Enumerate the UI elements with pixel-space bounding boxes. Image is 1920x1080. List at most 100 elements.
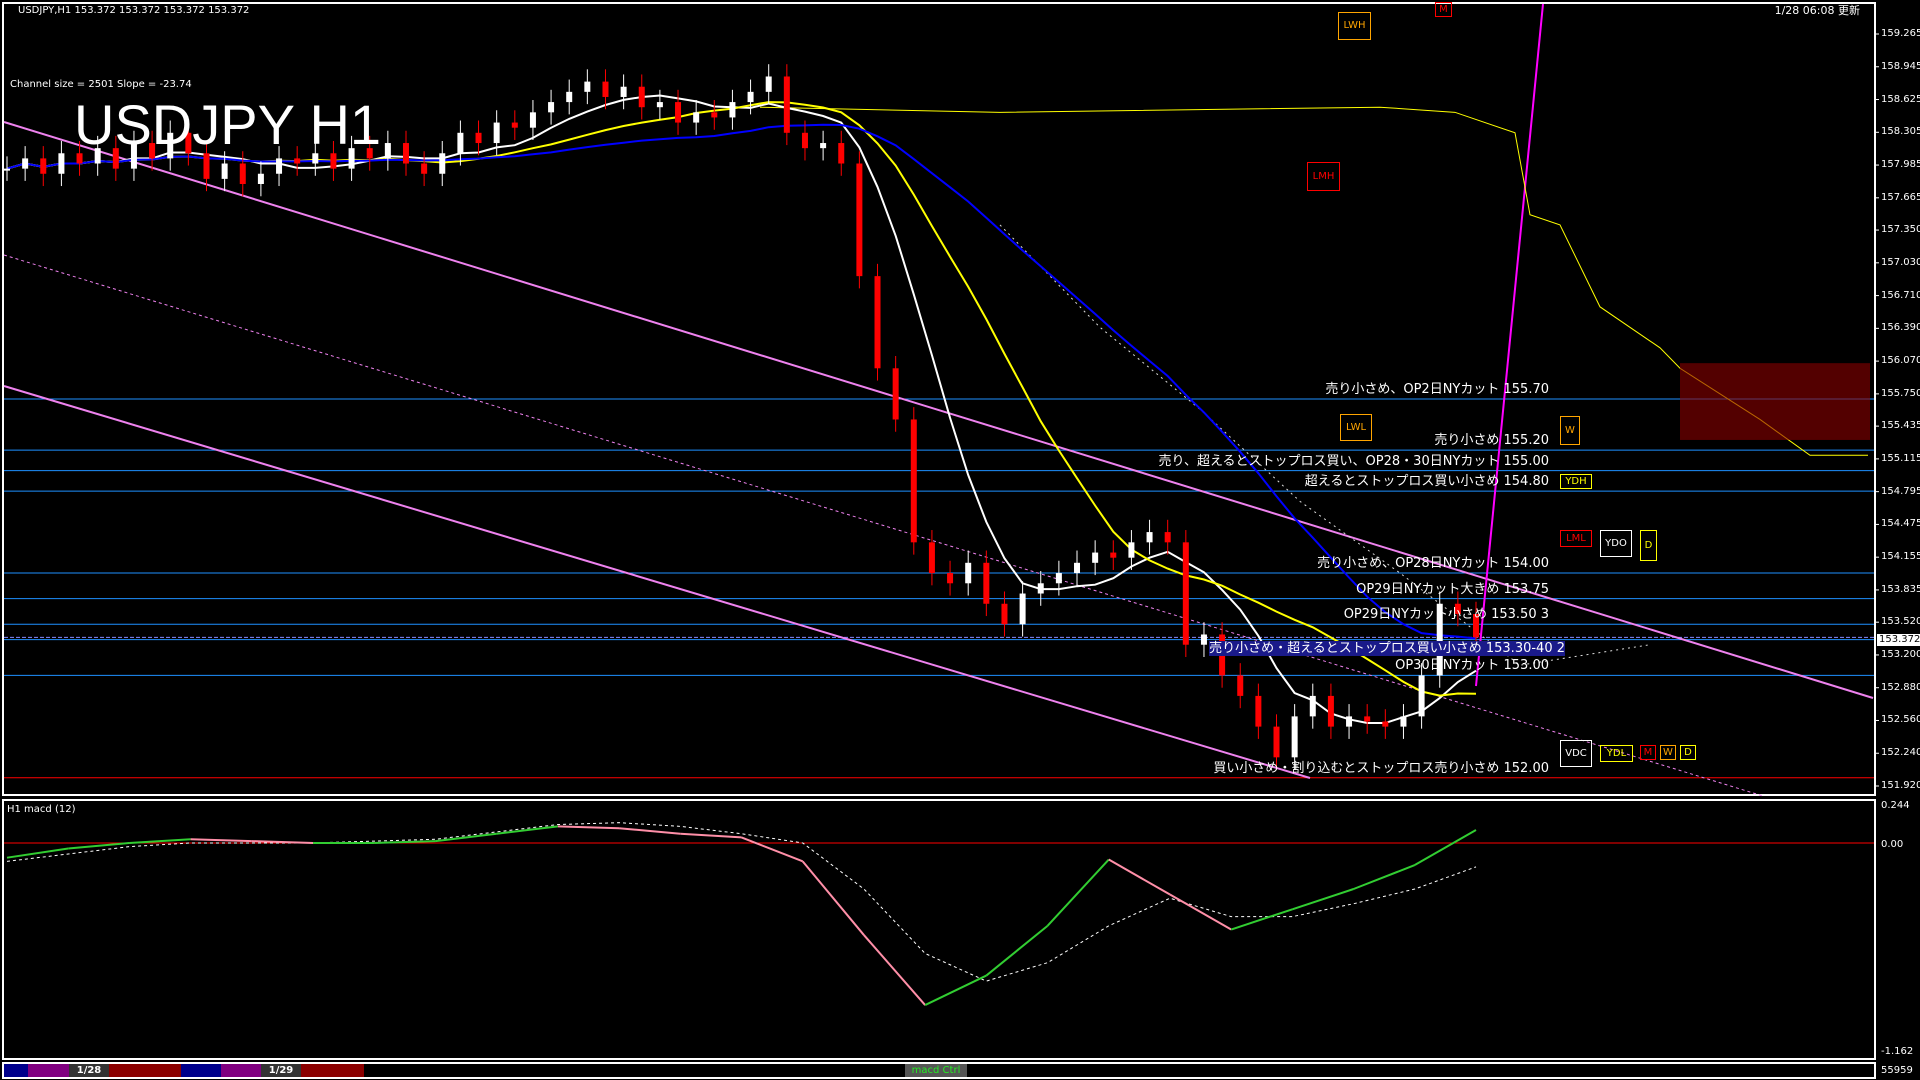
- candle-body: [965, 562, 972, 584]
- macd-signal-line: [6, 822, 1477, 982]
- macd-tick-bottom: -1.162: [1881, 1046, 1914, 1057]
- candle-body: [1182, 542, 1189, 645]
- candle-body: [1037, 583, 1044, 594]
- candle-body: [167, 132, 174, 159]
- price-tick: 154.475: [1881, 518, 1920, 530]
- ichimoku-cloud-red: [1680, 363, 1870, 440]
- candle-body: [439, 153, 446, 174]
- candle-body: [529, 112, 536, 128]
- candle-body: [1273, 726, 1280, 758]
- candle-body: [76, 153, 83, 164]
- candle-body: [457, 132, 464, 154]
- macd-main-segment: [618, 827, 681, 835]
- candle-body: [203, 153, 210, 179]
- price-tick: 156.390: [1881, 322, 1920, 334]
- candle-body: [1110, 552, 1117, 558]
- candle-body: [783, 76, 790, 133]
- price-tick: 152.880: [1881, 681, 1920, 693]
- candle-body: [983, 562, 990, 604]
- price-tick: 154.795: [1881, 485, 1920, 497]
- macd-main-segment: [741, 836, 804, 863]
- level-annotation: OP29日NYカット小さめ 153.50 3: [1343, 607, 1549, 623]
- symbol-quote-line: USDJPY,H1 153.372 153.372 153.372 153.37…: [18, 5, 250, 16]
- macd-main-segment: [435, 832, 497, 843]
- candle-body: [1436, 603, 1443, 676]
- date-label-1: 1/28: [69, 1064, 109, 1077]
- price-tick: 153.200: [1881, 648, 1920, 660]
- candle-body: [1019, 593, 1026, 625]
- candle-body: [58, 153, 65, 174]
- price-tick: 152.560: [1881, 714, 1920, 726]
- level-box: LML: [1560, 530, 1592, 547]
- price-tick: 159.265: [1881, 28, 1920, 39]
- price-tick: 157.030: [1881, 256, 1920, 268]
- macd-main-segment: [557, 825, 620, 830]
- price-tick: 158.945: [1881, 60, 1920, 72]
- macd-ctrl-button[interactable]: macd Ctrl: [905, 1064, 967, 1077]
- candle-body: [421, 163, 428, 174]
- candle-body: [1164, 532, 1171, 543]
- price-tick: 158.305: [1881, 126, 1920, 138]
- candle-body: [892, 368, 899, 420]
- candle-body: [747, 91, 754, 103]
- candle-body: [838, 143, 845, 164]
- channel-mid-line: [3, 254, 1764, 797]
- channel-lower-line: [3, 385, 1311, 779]
- bottom-strip: [2, 1062, 1876, 1079]
- macd-pane[interactable]: [2, 799, 1876, 1060]
- candle-body: [511, 122, 518, 128]
- candle-body: [294, 158, 301, 164]
- chart-title: USDJPY H1: [74, 93, 382, 156]
- candle-body: [493, 122, 500, 144]
- macd-main-segment: [1292, 888, 1354, 911]
- candle-body: [1454, 603, 1461, 614]
- candle-body: [1092, 552, 1099, 563]
- candle-body: [1200, 634, 1207, 645]
- price-tick: 158.625: [1881, 93, 1920, 105]
- candle-body: [566, 91, 573, 103]
- candle-body: [856, 163, 863, 277]
- macd-main-segment: [68, 841, 130, 850]
- candle-body: [1400, 716, 1407, 727]
- volume-readout: 55959: [1881, 1065, 1913, 1076]
- candle-body: [402, 143, 409, 164]
- candle-body: [1346, 716, 1353, 727]
- candle-body: [348, 148, 355, 169]
- candle-body: [112, 148, 119, 169]
- candle-body: [656, 102, 663, 108]
- current-price-label: 153.372: [1877, 634, 1920, 646]
- level-annotation: 超えるとストップロス買い小さめ 154.80: [1304, 474, 1549, 490]
- candle-body: [584, 81, 591, 92]
- macd-main-segment: [496, 825, 558, 835]
- candle-body: [4, 168, 10, 171]
- candle-body: [1128, 542, 1135, 558]
- macd-main-segment: [251, 840, 314, 844]
- candle-body: [1146, 532, 1153, 543]
- session-segment: [181, 1064, 221, 1077]
- session-segment: [4, 1064, 28, 1077]
- price-tick: 153.835: [1881, 583, 1920, 595]
- macd-main-segment: [129, 838, 191, 844]
- session-segment: [301, 1064, 364, 1077]
- candle-body: [1418, 675, 1425, 717]
- candle-body: [693, 112, 700, 123]
- price-tick: 156.070: [1881, 355, 1920, 367]
- macd-main-segment: [985, 925, 1049, 977]
- price-tick: 153.520: [1881, 616, 1920, 628]
- candle-body: [185, 132, 192, 154]
- macd-main-segment: [1046, 858, 1110, 927]
- level-annotation: 売り小さめ、OP28日NYカット 154.00: [1317, 556, 1549, 572]
- candle-body: [257, 173, 264, 184]
- macd-main-segment: [190, 838, 252, 843]
- level-box: YDO: [1600, 530, 1632, 557]
- main-chart-pane[interactable]: [2, 2, 1876, 796]
- candle-body: [548, 102, 555, 113]
- candle-body: [384, 143, 391, 159]
- candle-body: [1291, 716, 1298, 758]
- macd-main-segment: [801, 860, 865, 936]
- level-box: M: [1640, 745, 1656, 760]
- macd-main-segment: [6, 847, 69, 859]
- level-box: YDH: [1560, 474, 1592, 489]
- candle-body: [947, 573, 954, 584]
